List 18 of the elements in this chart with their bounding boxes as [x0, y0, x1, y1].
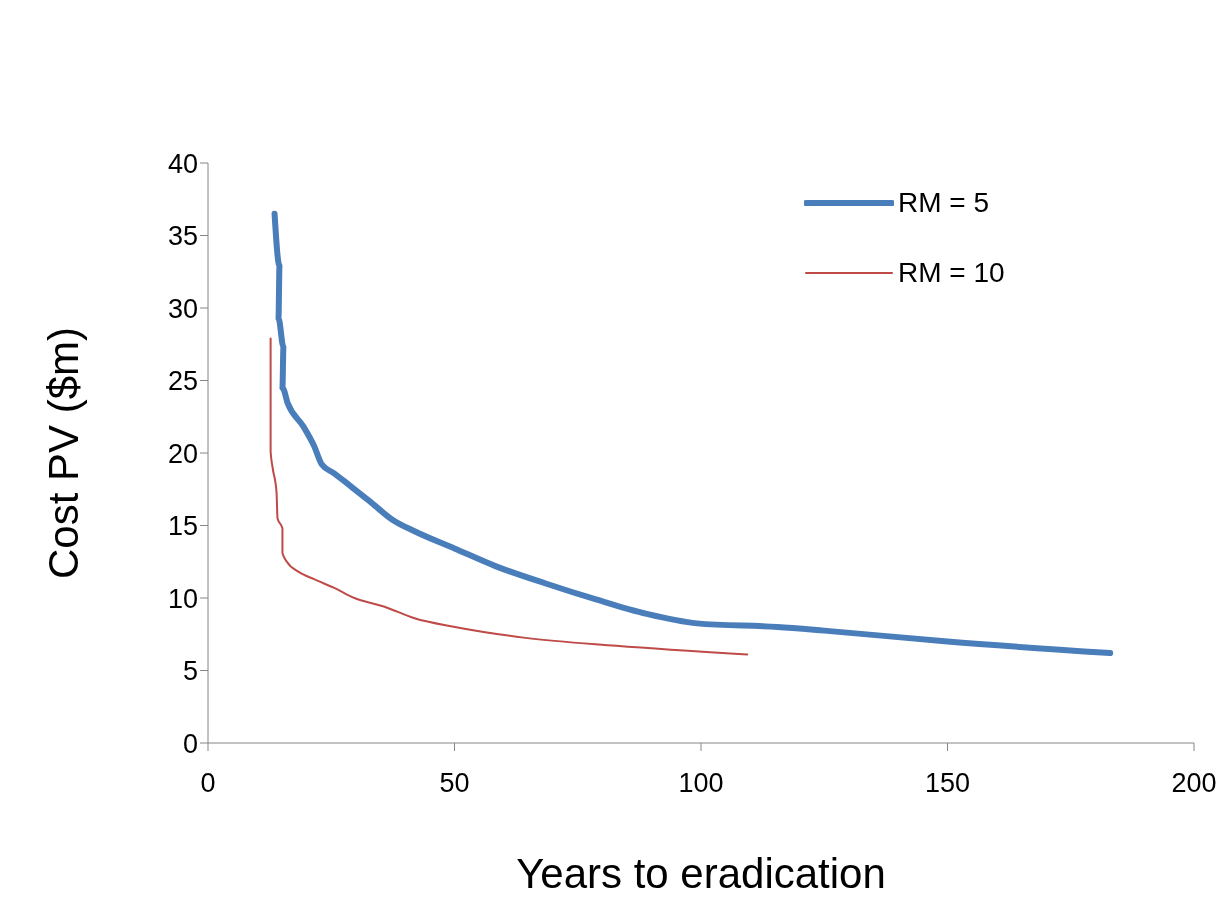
y-axis-title: Cost PV ($m) [39, 326, 87, 580]
y-tick-label: 0 [182, 728, 198, 759]
y-tick-label: 10 [167, 583, 198, 614]
legend-label: RM = 5 [898, 187, 990, 219]
x-tick-label: 100 [678, 768, 724, 799]
y-tick-label: 35 [167, 221, 198, 252]
y-tick-label: 30 [167, 293, 198, 324]
y-tick-label: 20 [167, 438, 198, 469]
x-tick-label: 50 [439, 768, 470, 799]
legend-label: RM = 10 [898, 257, 1005, 289]
y-tick-label: 25 [167, 366, 198, 397]
y-tick-label: 15 [167, 511, 198, 542]
x-tick-label: 200 [1171, 768, 1217, 799]
x-tick-label: 150 [924, 768, 971, 799]
x-axis-title: Years to eradication [516, 850, 886, 897]
line-series [269, 337, 749, 656]
y-tick-label: 40 [167, 148, 198, 179]
y-tick-label: 5 [182, 656, 198, 687]
